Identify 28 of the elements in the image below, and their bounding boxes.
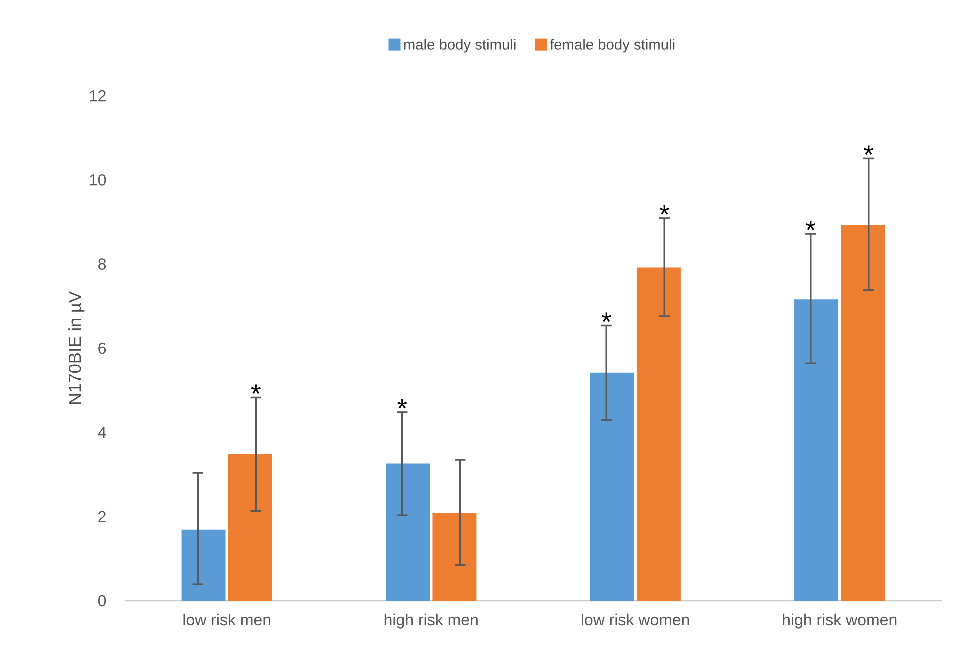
legend-label: female body stimuli xyxy=(550,39,675,53)
bar xyxy=(841,225,886,601)
y-tick-label: 4 xyxy=(98,427,106,438)
data-label: * xyxy=(398,399,408,409)
bar xyxy=(432,513,477,601)
y-tick-label: 0 xyxy=(98,595,106,607)
data-label: * xyxy=(602,312,612,322)
y-axis-title: N170BIE in µV xyxy=(68,292,85,404)
y-tick-label: 8 xyxy=(98,258,106,270)
data-label: * xyxy=(806,221,816,230)
y-tick-label: 2 xyxy=(98,511,106,522)
y-tick-label: 6 xyxy=(98,342,106,354)
x-tick-label: low risk men xyxy=(184,614,271,626)
bar xyxy=(386,464,430,601)
y-tick-label: 10 xyxy=(90,174,106,186)
data-label: * xyxy=(660,205,670,215)
x-tick-label: high risk men xyxy=(384,614,478,629)
bar xyxy=(228,454,272,601)
x-tick-label: low risk women xyxy=(582,614,690,626)
bar xyxy=(590,372,634,601)
legend-label: male body stimuli xyxy=(404,39,516,53)
bar xyxy=(182,530,226,601)
data-label: * xyxy=(251,384,261,394)
bar xyxy=(794,300,839,601)
x-tick-label: high risk women xyxy=(783,614,897,629)
data-label: * xyxy=(864,146,874,156)
y-tick-label: 12 xyxy=(90,90,106,102)
bar xyxy=(636,268,681,601)
